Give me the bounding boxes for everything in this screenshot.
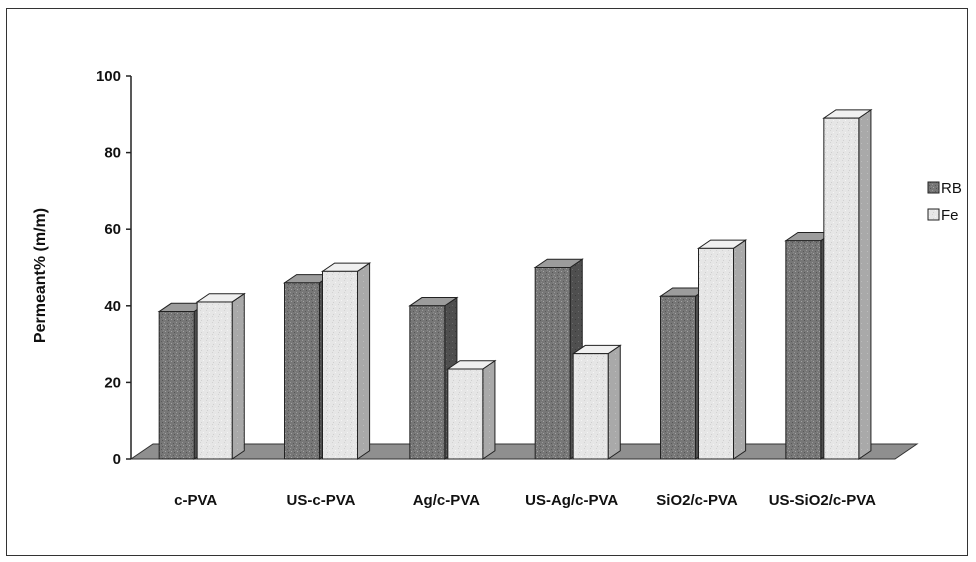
chart-frame: 0 20 40 60 80 100 Permeant% (m/m) c-PVA US-c-P… [6,8,968,556]
category-labels: c-PVA US-c-PVA Ag/c-PVA US-Ag/c-PVA SiO2/c-P… [174,492,876,509]
y-tick-label: 80 [104,145,121,162]
category-label-2: Ag/c-PVA [413,492,480,509]
bar-front-face [660,295,696,460]
bar-side-face [357,262,371,460]
bar-fe-2 [446,359,497,460]
category-label-0: c-PVA [174,492,217,509]
bar-side-face [858,108,872,460]
bar-front-face [409,305,446,460]
bar-side-face [607,344,621,460]
category-label-4: SiO2/c-PVA [656,492,738,509]
bar-fe-3 [571,344,622,460]
category-label-3: US-Ag/c-PVA [525,492,618,509]
y-tick-label: 60 [104,221,121,238]
bar-front-face [785,240,822,460]
legend: RB Fe [927,180,962,224]
bar-fe-1 [320,262,372,460]
y-tick-label: 0 [113,451,121,468]
bar-front-face [284,282,320,460]
legend-swatch-fe [927,208,940,221]
legend-swatch-rb [927,181,940,194]
bar-side-face [482,359,496,460]
bar-fe-0 [195,292,246,460]
bar-front-face [322,270,358,460]
bar-front-face [196,301,233,460]
bar-side-face [733,239,747,460]
bar-front-face [158,311,195,460]
y-axis-label: Permeant% (m/m) [32,208,49,343]
bar-fe-5 [822,108,873,460]
bar-front-face [823,117,860,460]
y-tick-label: 100 [96,68,121,85]
y-tick-label: 40 [104,298,121,315]
category-label-1: US-c-PVA [287,492,356,509]
bars [157,108,873,460]
category-label-5: US-SiO2/c-PVA [769,492,876,509]
legend-label-fe: Fe [941,207,959,224]
y-ticks: 0 20 40 60 80 100 [96,68,131,468]
legend-label-rb: RB [941,180,962,197]
bar-front-face [534,267,571,460]
bar-fe-4 [696,239,748,460]
bar-front-face [698,247,734,460]
y-tick-label: 20 [104,374,121,391]
bar-front-face [447,368,484,460]
bar-chart: 0 20 40 60 80 100 Permeant% (m/m) c-PVA US-c-P… [32,68,962,509]
bar-side-face [231,292,245,460]
bar-front-face [572,353,609,460]
